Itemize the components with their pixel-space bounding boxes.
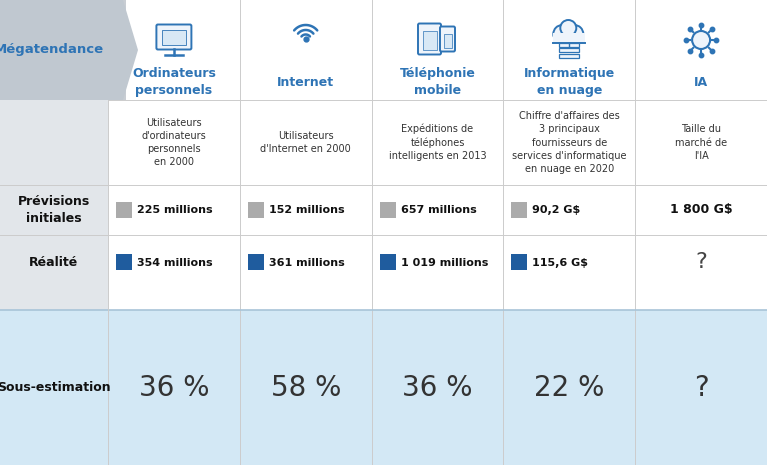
Text: Internet: Internet	[277, 75, 334, 88]
Circle shape	[553, 25, 571, 43]
Bar	[380, 202, 396, 218]
Text: ?: ?	[693, 373, 709, 401]
Text: 225 millions: 225 millions	[137, 205, 212, 215]
Text: Sous-estimation: Sous-estimation	[0, 381, 110, 394]
Text: ?: ?	[695, 252, 707, 272]
FancyBboxPatch shape	[156, 25, 192, 49]
Bar	[162, 30, 186, 45]
Text: Informatique
en nuage: Informatique en nuage	[524, 67, 615, 97]
FancyBboxPatch shape	[440, 27, 455, 52]
Bar	[553, 33, 585, 44]
Bar	[116, 254, 132, 271]
Text: Expéditions de
téléphones
intelligents en 2013: Expéditions de téléphones intelligents e…	[389, 124, 486, 161]
Bar	[0, 310, 108, 465]
Text: 1 019 millions: 1 019 millions	[400, 258, 488, 267]
Text: Chiffre d'affaires des
3 principaux
fournisseurs de
services d'informatique
en n: Chiffre d'affaires des 3 principaux four…	[512, 111, 627, 174]
Text: 657 millions: 657 millions	[400, 205, 476, 215]
Bar	[443, 34, 452, 48]
Circle shape	[561, 20, 576, 36]
Bar	[559, 43, 579, 47]
Bar	[248, 254, 264, 271]
Text: 361 millions: 361 millions	[268, 258, 344, 267]
Polygon shape	[0, 0, 138, 100]
Bar	[116, 202, 132, 218]
FancyBboxPatch shape	[418, 24, 441, 54]
Text: 1 800 G$: 1 800 G$	[670, 204, 732, 217]
Bar	[0, 0, 126, 100]
Bar	[0, 100, 108, 310]
Text: Réalité: Réalité	[29, 256, 79, 269]
Bar	[0, 0, 767, 310]
Text: Prévisions
initiales: Prévisions initiales	[18, 195, 91, 225]
Text: 115,6 G$: 115,6 G$	[532, 258, 588, 267]
Text: Ordinateurs
personnels: Ordinateurs personnels	[132, 67, 216, 97]
Bar	[380, 254, 396, 271]
Text: 354 millions: 354 millions	[137, 258, 212, 267]
Bar	[512, 254, 527, 271]
Text: Taille du
marché de
l'IA: Taille du marché de l'IA	[675, 124, 727, 161]
Text: IA: IA	[694, 75, 708, 88]
Bar	[512, 202, 527, 218]
Text: 58 %: 58 %	[271, 373, 341, 401]
Text: Téléphonie
mobile: Téléphonie mobile	[400, 67, 476, 97]
Text: 152 millions: 152 millions	[268, 205, 344, 215]
Text: 90,2 G$: 90,2 G$	[532, 205, 581, 215]
Bar	[423, 31, 436, 50]
Bar	[559, 48, 579, 53]
Bar	[0, 310, 767, 465]
Text: Utilisateurs
d'Internet en 2000: Utilisateurs d'Internet en 2000	[260, 131, 351, 154]
Text: Mégatendance: Mégatendance	[0, 44, 104, 57]
Circle shape	[565, 25, 583, 43]
Text: 36 %: 36 %	[139, 373, 209, 401]
Bar	[248, 202, 264, 218]
Bar	[559, 54, 579, 58]
Circle shape	[692, 31, 710, 49]
Text: Utilisateurs
d'ordinateurs
personnels
en 2000: Utilisateurs d'ordinateurs personnels en…	[142, 118, 206, 167]
Text: 36 %: 36 %	[402, 373, 472, 401]
Text: 22 %: 22 %	[534, 373, 604, 401]
